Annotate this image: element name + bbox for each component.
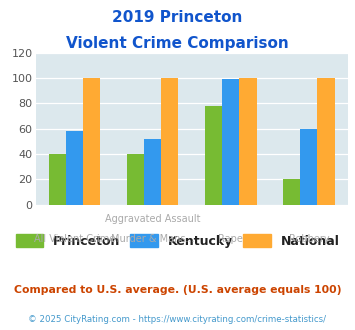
Bar: [161, 78, 179, 205]
Bar: [205, 106, 222, 205]
Bar: [127, 154, 144, 205]
Bar: [49, 154, 66, 205]
Text: Robbery: Robbery: [289, 234, 329, 244]
Bar: [283, 179, 300, 205]
Text: Murder & Mans...: Murder & Mans...: [111, 234, 195, 244]
Bar: [300, 129, 317, 205]
Text: Violent Crime Comparison: Violent Crime Comparison: [66, 36, 289, 51]
Bar: [83, 78, 100, 205]
Bar: [239, 78, 257, 205]
Text: © 2025 CityRating.com - https://www.cityrating.com/crime-statistics/: © 2025 CityRating.com - https://www.city…: [28, 315, 327, 324]
Bar: [317, 78, 335, 205]
Text: 2019 Princeton: 2019 Princeton: [112, 10, 243, 25]
Text: Aggravated Assault: Aggravated Assault: [105, 214, 201, 224]
Text: Rape: Rape: [218, 234, 243, 244]
Legend: Princeton, Kentucky, National: Princeton, Kentucky, National: [16, 234, 339, 248]
Bar: [144, 139, 161, 205]
Text: Compared to U.S. average. (U.S. average equals 100): Compared to U.S. average. (U.S. average …: [14, 285, 341, 295]
Bar: [222, 79, 239, 205]
Text: All Violent Crime: All Violent Crime: [34, 234, 115, 244]
Bar: [66, 131, 83, 205]
